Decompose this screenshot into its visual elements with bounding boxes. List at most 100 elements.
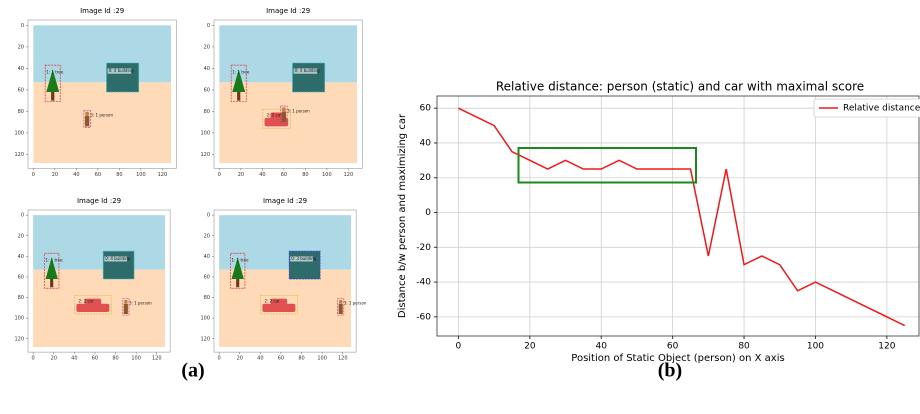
x-tick-label: 20: [51, 356, 57, 362]
x-tick-label: 100: [322, 172, 332, 178]
figure: (a) (b) Image Id :2902040608010012002040…: [0, 0, 920, 414]
image-panel: Image Id :29 0 20 40 60 80 100 120 0 20 40 60 80 100 1…: [14, 197, 170, 362]
y-tick-label: 60: [18, 87, 24, 93]
x-tick-label: 40: [259, 172, 265, 178]
plot-frame: [437, 96, 919, 336]
x-tick-label: 40: [71, 356, 77, 362]
car-body: [76, 304, 109, 312]
x-tick-label: 0: [218, 356, 221, 362]
page: (a) (b) Image Id :2902040608010012002040…: [0, 0, 920, 414]
x-tick-label: 100: [131, 356, 141, 362]
x-tick-label: 60: [95, 172, 101, 178]
x-tick-label: 100: [317, 356, 327, 362]
object-label: 0: 4 building: [105, 256, 130, 261]
x-tick-label: 120: [152, 356, 162, 362]
y-tick-label: 60: [204, 274, 210, 280]
panel-title: Image Id :29: [263, 197, 307, 205]
object-label: 3: 1 person: [129, 301, 152, 306]
highlight-box: [519, 148, 697, 183]
x-tick-label: 120: [344, 172, 354, 178]
y-tick-label: 40: [18, 254, 24, 260]
x-tick-label: 0: [32, 356, 35, 362]
y-tick-label: 80: [204, 109, 210, 115]
y-tick-label: 0: [21, 23, 24, 29]
y-tick-label: 40: [204, 254, 210, 260]
x-tick-label: 20: [524, 342, 536, 352]
y-tick-label: 80: [18, 295, 24, 301]
x-tick-label: 60: [667, 342, 679, 352]
x-tick-label: 80: [112, 356, 118, 362]
person-body: [282, 111, 286, 122]
y-tick-label: 20: [204, 233, 210, 239]
x-tick-label: 120: [878, 342, 895, 352]
y-tick-label: 0: [21, 213, 24, 219]
tree-trunk: [51, 92, 54, 101]
panel-title: Image Id :29: [80, 7, 124, 15]
y-tick-label: 100: [200, 316, 210, 322]
person-head: [124, 300, 128, 304]
person-body: [339, 304, 343, 314]
y-tick-label: 20: [420, 173, 432, 183]
y-tick-label: 80: [18, 109, 24, 115]
x-tick-label: 80: [738, 342, 750, 352]
x-tick-label: 40: [596, 342, 608, 352]
x-tick-label: 100: [807, 342, 824, 352]
y-axis-label: Distance b/w person and maximizing car: [397, 113, 408, 318]
series-line: [458, 108, 904, 325]
car-body: [262, 304, 295, 312]
y-tick-label: 120: [200, 152, 210, 158]
y-tick-label: -20: [416, 243, 431, 253]
x-tick-label: 60: [281, 172, 287, 178]
y-tick-label: 60: [420, 104, 432, 114]
y-tick-label: 20: [18, 44, 24, 50]
object-label: 1: 1 tree: [232, 257, 250, 262]
tree-trunk: [237, 92, 240, 101]
y-tick-label: 0: [207, 23, 210, 29]
y-tick-label: 120: [200, 336, 210, 342]
y-tick-label: 40: [18, 66, 24, 72]
person-body: [124, 304, 128, 314]
object-label: 0: 3 building: [291, 256, 316, 261]
x-tick-label: 20: [52, 172, 58, 178]
object-label: 3: 1 person: [287, 108, 310, 113]
person-head: [282, 107, 286, 111]
x-tick-label: 80: [116, 172, 122, 178]
x-tick-label: 120: [338, 356, 348, 362]
caption: (a): [181, 360, 204, 382]
tree-trunk: [50, 279, 53, 287]
object-label: 1: 1 tree: [46, 257, 64, 262]
y-tick-label: 80: [204, 295, 210, 301]
y-tick-label: -40: [416, 278, 431, 288]
y-tick-label: 40: [204, 66, 210, 72]
object-label: 3: 1 person: [344, 301, 367, 306]
y-tick-label: 60: [18, 274, 24, 280]
x-tick-label: 120: [158, 172, 168, 178]
x-tick-label: 80: [298, 356, 304, 362]
panel-title: Image Id :29: [266, 7, 310, 15]
y-tick-label: 20: [204, 44, 210, 50]
x-tick-label: 20: [237, 356, 243, 362]
object-label: 0: 4 building: [109, 68, 134, 73]
object-label: 2: 2 car: [267, 113, 283, 118]
x-axis-label: Position of Static Object (person) on X …: [571, 353, 784, 364]
object-label: 0: 4 building: [295, 68, 320, 73]
x-tick-label: 0: [32, 172, 35, 178]
x-tick-label: 80: [302, 172, 308, 178]
y-tick-label: 60: [204, 87, 210, 93]
y-tick-label: 20: [18, 233, 24, 239]
y-tick-label: 0: [425, 208, 431, 218]
y-tick-label: -60: [416, 312, 431, 322]
panel-title: Image Id :29: [77, 197, 121, 205]
legend-label: Relative distance: [843, 104, 920, 114]
person-head: [85, 112, 89, 116]
y-tick-label: 120: [14, 336, 24, 342]
x-tick-label: 60: [92, 356, 98, 362]
object-label: 3: 1 person: [90, 113, 113, 118]
legend: Relative distance: [814, 99, 920, 117]
y-tick-label: 100: [14, 316, 24, 322]
x-tick-label: 40: [73, 172, 79, 178]
person-body: [85, 116, 89, 127]
